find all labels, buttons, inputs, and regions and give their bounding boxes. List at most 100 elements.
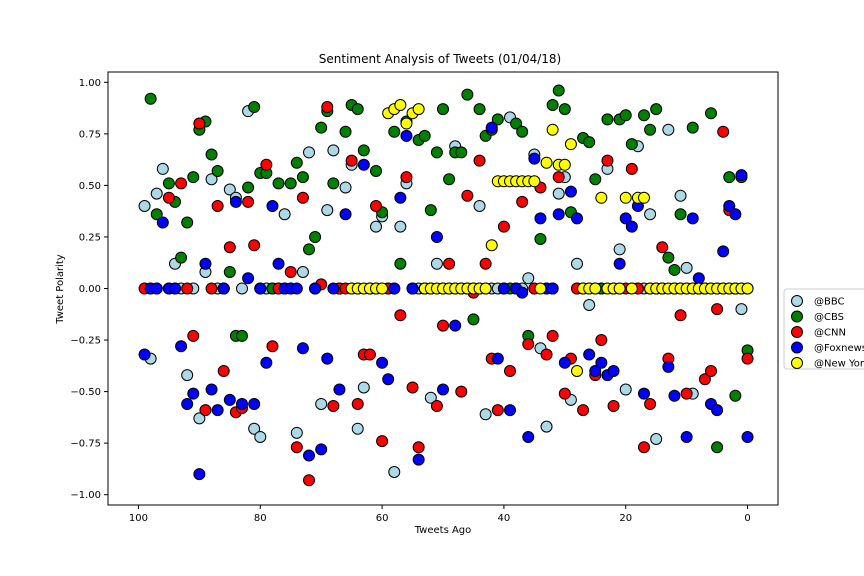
data-point [662, 123, 675, 136]
data-point [339, 125, 352, 138]
data-point [321, 352, 334, 365]
data-point [296, 171, 309, 184]
data-point [638, 441, 650, 454]
data-point [601, 113, 614, 126]
data-point [424, 204, 437, 217]
legend-marker [791, 357, 803, 369]
data-point [461, 189, 474, 202]
data-point [400, 117, 413, 130]
data-point [674, 189, 687, 202]
y-axis-label: Tweet Polarity [55, 254, 66, 325]
data-point [430, 400, 443, 413]
x-tick-label: 100 [129, 513, 148, 524]
data-point [528, 175, 541, 188]
data-point [686, 121, 699, 134]
data-point [717, 245, 730, 258]
data-point [254, 282, 267, 295]
data-point [394, 220, 407, 233]
data-point [303, 146, 315, 159]
data-point [187, 171, 200, 184]
data-point [485, 239, 498, 252]
data-point [437, 103, 449, 116]
data-point [199, 257, 212, 270]
data-point [266, 200, 279, 213]
data-point [705, 107, 717, 120]
data-point [303, 243, 315, 256]
data-point [638, 109, 650, 122]
data-point [205, 148, 218, 161]
x-axis-ticks: 100 80 60 40 20 0 [129, 505, 751, 524]
y-tick-label: 1.00 [79, 78, 101, 89]
data-point [711, 303, 724, 316]
data-point [309, 230, 322, 243]
data-point [656, 241, 669, 254]
data-point [181, 216, 194, 229]
data-point [339, 208, 352, 221]
data-point [296, 191, 309, 204]
data-point [339, 181, 352, 194]
data-point [540, 156, 553, 169]
data-point [290, 156, 303, 169]
data-point [571, 364, 583, 377]
data-point [546, 282, 559, 295]
data-point [412, 103, 425, 116]
data-point [546, 123, 559, 136]
data-point [619, 212, 632, 225]
data-point [589, 364, 602, 377]
data-point [211, 404, 224, 417]
legend-label: @CBS [814, 312, 844, 323]
data-point [217, 364, 230, 377]
legend-label: @BBC [814, 297, 845, 308]
data-point [723, 200, 736, 213]
data-point [248, 239, 261, 252]
data-point [211, 200, 224, 213]
data-point [595, 356, 608, 369]
data-point [150, 187, 163, 200]
data-point [613, 243, 626, 256]
legend-label: @New York Times [814, 359, 864, 370]
data-point [169, 282, 181, 295]
data-point [540, 348, 553, 361]
legend-marker [791, 341, 803, 354]
data-point [479, 408, 492, 421]
data-point [315, 397, 328, 410]
data-point [150, 208, 163, 221]
data-point [723, 171, 736, 184]
data-point [680, 387, 693, 400]
data-point [516, 125, 529, 138]
data-point [491, 352, 504, 365]
data-point [315, 121, 328, 134]
data-point [516, 286, 529, 299]
data-point [583, 348, 596, 361]
data-point [290, 282, 303, 295]
data-point [376, 435, 389, 448]
data-point [412, 441, 425, 454]
data-point [473, 154, 486, 167]
data-point [284, 266, 297, 278]
data-point [522, 338, 535, 351]
data-point [583, 299, 596, 311]
data-point [558, 387, 571, 400]
data-point [181, 282, 194, 295]
data-point [388, 125, 401, 138]
data-point [193, 117, 206, 130]
data-point [351, 397, 364, 410]
data-point [327, 400, 340, 413]
data-point [321, 204, 334, 217]
data-point [223, 266, 236, 278]
data-point [223, 241, 236, 254]
data-point [674, 309, 687, 322]
data-point [455, 385, 468, 398]
data-point [248, 101, 261, 114]
data-point [260, 158, 273, 171]
data-point [290, 441, 303, 454]
data-point [406, 282, 419, 295]
data-point [242, 272, 255, 285]
data-point [400, 129, 413, 142]
legend-label: @Foxnews [814, 343, 864, 354]
data-point [144, 92, 157, 105]
data-point [552, 187, 565, 200]
data-point [211, 164, 224, 177]
data-point [467, 313, 480, 326]
